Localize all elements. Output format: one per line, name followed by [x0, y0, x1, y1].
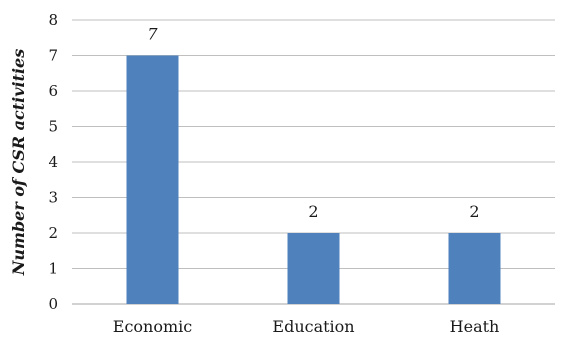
data-labels: 7 2 2: [147, 25, 479, 222]
x-category-label-economic: Economic: [113, 317, 193, 336]
y-tick-label-4: 4: [48, 153, 58, 171]
bar-heath: [448, 233, 501, 304]
bar-education: [287, 233, 340, 304]
y-tick-label-8: 8: [48, 11, 58, 29]
y-tick-label-3: 3: [48, 189, 58, 207]
data-label-heath: 2: [469, 202, 479, 221]
y-tick-label-6: 6: [48, 82, 58, 100]
x-category-label-education: Education: [272, 317, 354, 336]
y-tick-label-1: 1: [48, 260, 58, 278]
y-axis-title: Number of CSR activities: [9, 49, 28, 276]
bars: [126, 55, 501, 304]
y-tick-label-2: 2: [48, 224, 58, 242]
data-label-economic: 7: [147, 25, 158, 44]
bar-economic: [126, 55, 179, 304]
x-category-labels: Economic Education Heath: [113, 317, 500, 336]
y-tick-label-7: 7: [48, 47, 58, 65]
y-tick-label-5: 5: [48, 118, 58, 136]
data-label-education: 2: [308, 202, 318, 221]
y-tick-labels: 0 1 2 3 4 5 6 7 8: [48, 11, 58, 313]
x-category-label-heath: Heath: [450, 317, 500, 336]
y-tick-label-0: 0: [48, 295, 58, 313]
